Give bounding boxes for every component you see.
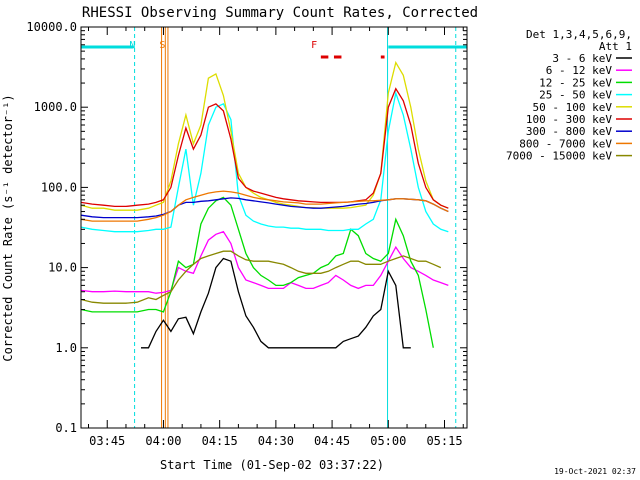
legend-label-8: 7000 - 15000 keV [506, 150, 612, 163]
legend-header-line-1: Det 1,3,4,5,6,9, [526, 28, 632, 41]
legend-label-0: 3 - 6 keV [552, 52, 612, 65]
y-axis-label: Corrected Count Rate (s⁻¹ detector⁻¹) [1, 94, 15, 361]
plot-area [81, 27, 467, 428]
series-line-3 [81, 90, 449, 233]
x-tick-label-1: 04:00 [145, 434, 181, 448]
series-line-8 [81, 250, 442, 304]
generation-timestamp: 19-Oct-2021 02:37 [554, 467, 636, 476]
axis-ticks: 0.1 1.0 10.0 100.0 1000.0 10000.0 03:45 04:00 04… [26, 20, 467, 448]
legend-label-3: 25 - 50 keV [539, 89, 612, 102]
y-tick-label-5: 10000.0 [26, 20, 77, 34]
legend-label-4: 50 - 100 keV [533, 101, 613, 114]
legend-label-7: 800 - 7000 keV [519, 137, 612, 150]
legend-header-line-2: Att 1 [599, 40, 632, 53]
annotation-s: S [159, 40, 165, 51]
series-line-4 [81, 60, 449, 211]
x-tick-label-3: 04:30 [258, 434, 294, 448]
y-tick-label-0: 0.1 [55, 421, 77, 435]
legend-label-6: 300 - 800 keV [526, 125, 612, 138]
x-tick-label-0: 03:45 [89, 434, 125, 448]
series-line-7 [81, 190, 449, 222]
series-line-0 [141, 257, 411, 349]
legend-label-2: 12 - 25 keV [539, 76, 612, 89]
annotation-f: F [311, 40, 317, 51]
x-tick-label-6: 05:15 [426, 434, 462, 448]
x-tick-label-2: 04:15 [202, 434, 238, 448]
x-axis-label: Start Time (01-Sep-02 03:37:22) [160, 458, 384, 472]
y-tick-label-2: 10.0 [48, 261, 77, 275]
x-tick-label-5: 05:00 [370, 434, 406, 448]
y-tick-label-4: 1000.0 [34, 100, 77, 114]
legend-label-5: 100 - 300 keV [526, 113, 612, 126]
chart-title: RHESSI Observing Summary Count Rates, Co… [82, 5, 478, 21]
series-line-1 [81, 230, 449, 294]
legend-label-1: 6 - 12 keV [546, 64, 613, 77]
annotation-n: N [129, 40, 135, 51]
y-tick-label-1: 1.0 [55, 341, 77, 355]
plot-frame [80, 26, 468, 429]
series-line-2 [81, 196, 434, 348]
series-line-5 [81, 87, 449, 209]
x-tick-label-4: 04:45 [314, 434, 350, 448]
y-tick-label-3: 100.0 [41, 180, 77, 194]
